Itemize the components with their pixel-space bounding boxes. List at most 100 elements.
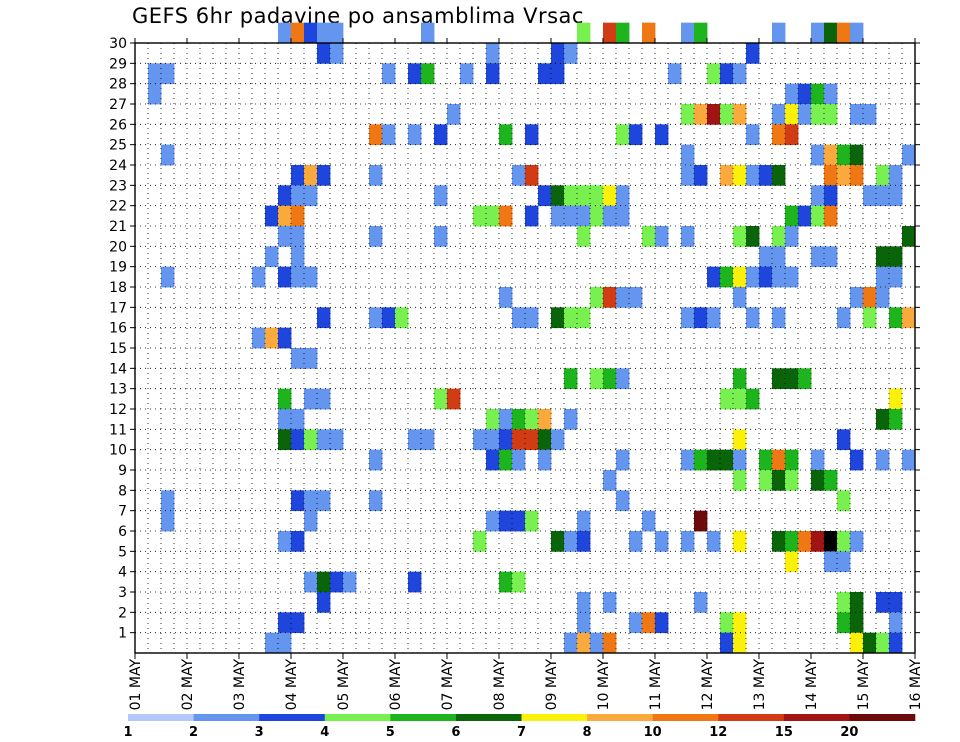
heatmap-cell (564, 632, 578, 654)
heatmap-cell (863, 185, 877, 207)
heatmap-cell (785, 551, 799, 573)
heatmap-cell (603, 287, 617, 308)
x-tick-label: 08 MAY (492, 659, 508, 711)
heatmap-cell (551, 43, 565, 64)
heatmap-cell (824, 165, 838, 186)
heatmap-cell (655, 124, 669, 146)
y-tick-label: 14 (109, 361, 127, 377)
heatmap-cell (252, 327, 266, 349)
legend-label: 8 (583, 725, 592, 740)
heatmap-cell (746, 307, 760, 329)
heatmap-cell (421, 22, 435, 44)
heatmap-cell (512, 571, 526, 593)
heatmap-cell (720, 632, 734, 654)
heatmap-cell (525, 124, 539, 146)
heatmap-cell (720, 63, 734, 85)
y-tick-label: 15 (109, 341, 127, 357)
x-tick-label: 12 MAY (700, 659, 716, 711)
heatmap-cell (824, 246, 838, 268)
heatmap-cell (850, 287, 864, 308)
y-tick-label: 16 (109, 321, 127, 337)
heatmap-cell (603, 185, 617, 207)
y-tick-label: 26 (109, 117, 127, 133)
heatmap-cell (668, 63, 682, 85)
heatmap-cell (720, 104, 734, 125)
heatmap-cell (434, 388, 448, 410)
heatmap-cell (642, 510, 656, 532)
heatmap-cell (902, 226, 916, 247)
heatmap-cell (876, 449, 890, 471)
heatmap-cell (161, 266, 175, 288)
heatmap-cell (629, 287, 643, 308)
heatmap-cell (317, 592, 331, 613)
heatmap-cell (629, 531, 643, 552)
heatmap-cell (577, 632, 591, 654)
heatmap-cell (551, 185, 565, 207)
heatmap-cell (590, 632, 604, 654)
heatmap-cell (317, 571, 331, 593)
heatmap-cell (304, 429, 318, 451)
heatmap-cell (577, 205, 591, 227)
heatmap-cell (304, 571, 318, 593)
legend-swatch (324, 714, 391, 721)
heatmap-cell (369, 490, 383, 512)
heatmap-cell (694, 22, 708, 44)
heatmap-cell (733, 266, 747, 288)
heatmap-cell (473, 531, 487, 552)
heatmap-cell (798, 83, 812, 105)
heatmap-cell (759, 266, 773, 288)
legend-swatch (718, 714, 785, 721)
heatmap-cell (785, 266, 799, 288)
heatmap-cell (434, 226, 448, 247)
heatmap-cell (460, 63, 474, 85)
heatmap-cell (291, 246, 305, 268)
heatmap-cell (902, 449, 916, 471)
heatmap-cell (772, 22, 786, 44)
heatmap-cell (304, 185, 318, 207)
x-tick-label: 11 MAY (648, 659, 664, 711)
heatmap-cell (876, 266, 890, 288)
heatmap-cell (304, 388, 318, 410)
x-tick-label: 06 MAY (388, 659, 404, 711)
heatmap-cell (590, 368, 604, 390)
y-tick-label: 17 (109, 300, 127, 316)
heatmap-cell (486, 63, 500, 85)
heatmap-cell (291, 165, 305, 186)
heatmap-cell (889, 246, 903, 268)
legend-label: 10 (644, 725, 662, 740)
heatmap-cell (538, 429, 552, 451)
heatmap-cell (850, 22, 864, 44)
heatmap-cell (785, 470, 799, 491)
heatmap-cell (616, 185, 630, 207)
heatmap-cell (382, 63, 396, 85)
heatmap-cell (785, 104, 799, 125)
heatmap-cell (681, 165, 695, 186)
heatmap-cell (486, 429, 500, 451)
heatmap-cell (824, 22, 838, 44)
y-tick-label: 9 (118, 463, 127, 479)
legend-label: 6 (451, 725, 460, 740)
x-tick-label: 10 MAY (596, 659, 612, 711)
y-tick-label: 22 (109, 199, 127, 215)
heatmap-cell (876, 165, 890, 186)
heatmap-cell (798, 104, 812, 125)
y-tick-label: 6 (118, 524, 127, 540)
heatmap-cell (369, 165, 383, 186)
y-tick-label: 23 (109, 178, 127, 194)
heatmap-cell (733, 632, 747, 654)
heatmap-cell (850, 165, 864, 186)
heatmap-cell (733, 531, 747, 552)
heatmap-cell (278, 205, 292, 227)
y-tick-label: 2 (118, 605, 127, 621)
heatmap-cell (876, 246, 890, 268)
heatmap-cell (681, 226, 695, 247)
heatmap-cell (291, 409, 305, 430)
heatmap-cell (538, 409, 552, 430)
legend-label: 3 (255, 725, 264, 740)
heatmap-cell (369, 124, 383, 146)
heatmap-cell (603, 592, 617, 613)
heatmap-cell (278, 612, 292, 634)
heatmap-cell (278, 226, 292, 247)
heatmap-cell (564, 409, 578, 430)
heatmap-cell (577, 592, 591, 613)
